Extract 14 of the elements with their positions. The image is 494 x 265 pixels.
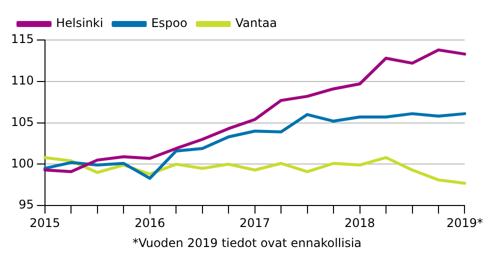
legend-label: Helsinki <box>56 16 104 30</box>
text: *Vuoden 2019 tiedot ovat ennakollisia <box>131 236 363 250</box>
x-tick-label: 2017 <box>240 216 270 230</box>
x-tick-label: 2016 <box>134 216 166 230</box>
x-tick-label: 2015 <box>30 216 60 230</box>
y-tick-label: 105 <box>11 114 34 129</box>
legend-label: Vantaa <box>235 16 278 30</box>
y-tick-label: 115 <box>11 32 34 46</box>
legend-label: Espoo <box>151 16 188 30</box>
y-tick-label: 110 <box>11 74 34 88</box>
x-tick-label: 2019* <box>446 216 484 230</box>
y-tick-label: 100 <box>11 156 34 170</box>
x-tick-label: 2018 <box>344 216 376 230</box>
y-tick-label: 95 <box>18 198 34 212</box>
